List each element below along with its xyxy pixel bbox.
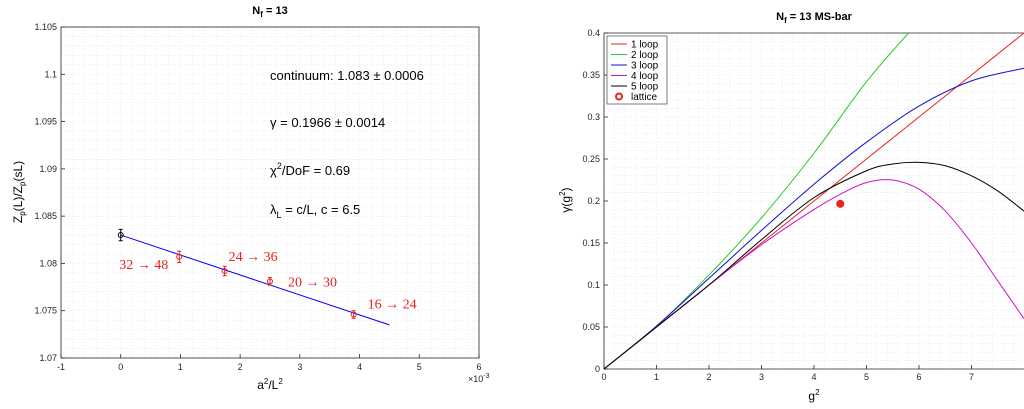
- right-x-tick-label: 7: [969, 372, 974, 382]
- data-point: 32 → 48: [119, 250, 183, 273]
- left-y-tick-label: 1.07: [39, 353, 57, 363]
- point-label: 32 → 48: [119, 258, 168, 273]
- left-x-tick-label: 5: [417, 362, 422, 372]
- legend-box: [606, 35, 668, 105]
- right-chart: 0 1 2 3 4 5 6 7 0 0.05 0.1 0.15 0.2 0.25 0.3 0.35 0.4 Nf…: [558, 11, 1024, 403]
- point-label: 24 → 36: [229, 250, 278, 265]
- right-ticks: 0 1 2 3 4 5 6 7 0 0.05 0.1 0.15 0.2 0.25 0.3 0.35 0.4: [582, 28, 974, 382]
- legend-label: 4 loop: [631, 71, 659, 82]
- right-y-tick-label: 0: [595, 364, 600, 374]
- annotation-lambda: λL = c/L, c = 6.5: [270, 202, 360, 220]
- left-y-tick-label: 1.105: [34, 22, 57, 32]
- right-x-tick-label: 1: [654, 372, 659, 382]
- left-xlabel: a2/L2: [257, 377, 283, 392]
- left-x-tick-label: 0: [118, 362, 123, 372]
- right-x-tick-label: 5: [864, 372, 869, 382]
- left-x-tick-label: 6: [476, 362, 481, 372]
- point-marker: [176, 253, 183, 260]
- right-x-tick-label: 4: [811, 372, 816, 382]
- lattice-point: [836, 199, 845, 208]
- left-points: 32 → 48 24 → 36 20 → 30 16 → 24: [117, 228, 417, 319]
- point-label: 20 → 30: [288, 275, 337, 290]
- left-x-tick-label: 4: [357, 362, 362, 372]
- left-x-tick-label: 2: [238, 362, 243, 372]
- annotation-chi2: χ2/DoF = 0.69: [270, 161, 350, 178]
- legend-label: 3 loop: [631, 61, 659, 72]
- right-y-tick-label: 0.15: [582, 238, 600, 248]
- right-y-tick-label: 0.3: [587, 112, 600, 122]
- left-y-tick-label: 1.09: [39, 164, 57, 174]
- right-y-tick-label: 0.4: [587, 28, 600, 38]
- left-y-tick-label: 1.075: [34, 306, 57, 316]
- right-xlabel: g2: [808, 388, 820, 403]
- legend-label: 1 loop: [631, 40, 659, 51]
- series-line: [603, 161, 1024, 370]
- left-ticks: -1 0 1 2 3 4 5 6 1.07 1.075 1.08 1.085 1.09 1.095 1.1 1…: [34, 22, 481, 372]
- data-point: 16 → 24: [350, 297, 417, 319]
- left-x-multiplier: ×10-3: [468, 373, 490, 384]
- legend-label: 2 loop: [631, 50, 659, 61]
- data-point: [117, 228, 124, 242]
- left-x-tick-label: 1: [178, 362, 183, 372]
- right-title: Nf = 13 MS-bar: [776, 11, 852, 25]
- left-axes-box: [60, 26, 480, 359]
- right-x-tick-label: 6: [916, 372, 921, 382]
- annotation-gamma: γ = 0.1966 ± 0.0014: [270, 115, 385, 130]
- right-y-tick-label: 0.2: [587, 196, 600, 206]
- point-marker: [221, 267, 228, 274]
- left-y-tick-label: 1.085: [34, 211, 57, 221]
- left-chart: -1 0 1 2 3 4 5 6 1.07 1.075 1.08 1.085 1.09 1.095 1.1 1…: [11, 5, 490, 392]
- right-series: [603, 32, 1024, 370]
- right-y-tick-label: 0.1: [587, 280, 600, 290]
- fit-line: [120, 234, 390, 326]
- left-ylabel: Zp(L)/Zp(sL): [11, 161, 27, 223]
- right-x-tick-label: 0: [601, 372, 606, 382]
- legend-swatch: [615, 92, 623, 101]
- right-x-tick-label: 3: [759, 372, 764, 382]
- left-y-tick-label: 1.1: [44, 69, 57, 79]
- data-point: 20 → 30: [267, 275, 337, 290]
- right-y-tick-label: 0.25: [582, 154, 600, 164]
- right-y-tick-label: 0.05: [582, 322, 600, 332]
- right-y-tick-label: 0.35: [582, 70, 600, 80]
- left-y-tick-label: 1.095: [34, 117, 57, 127]
- series-line: [603, 67, 1024, 370]
- data-point: 24 → 36: [221, 250, 278, 277]
- left-title: Nf = 13: [252, 5, 287, 19]
- left-y-tick-label: 1.08: [39, 258, 57, 268]
- legend-label: lattice: [631, 92, 658, 103]
- right-ylabel: γ(g2): [558, 187, 573, 212]
- left-x-tick-label: -1: [57, 362, 65, 372]
- right-x-tick-label: 2: [706, 372, 711, 382]
- point-marker: [350, 311, 357, 318]
- left-plot-area: [61, 27, 479, 358]
- annotation-continuum: continuum: 1.083 ± 0.0006: [270, 68, 424, 83]
- point-label: 16 → 24: [368, 297, 417, 312]
- legend-label: 5 loop: [631, 82, 659, 93]
- left-x-tick-label: 3: [297, 362, 302, 372]
- point-marker: [117, 232, 124, 239]
- point-marker: [267, 278, 273, 285]
